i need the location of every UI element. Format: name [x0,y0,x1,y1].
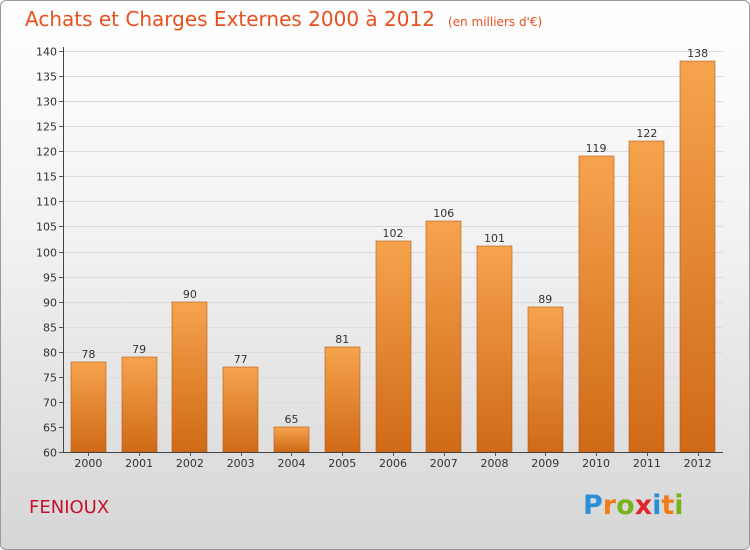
value-label-2012: 138 [687,47,708,60]
commune-name: FENIOUX [29,497,110,518]
value-label-2006: 102 [383,227,404,240]
y-tick-label: 115 [36,171,57,184]
x-tick-label-2003: 2003 [227,457,255,470]
value-label-2010: 119 [586,142,607,155]
bar-2002 [171,301,208,453]
bar-2004 [273,426,310,453]
logo-letter: i [652,490,662,521]
bar-2011 [628,140,665,453]
y-tick-label: 105 [36,221,57,234]
value-label-2011: 122 [636,127,657,140]
value-label-2001: 79 [132,343,146,356]
value-label-2009: 89 [538,293,552,306]
y-tick-label: 130 [36,96,57,109]
y-tick-label: 140 [36,46,57,59]
logo-letter: P [583,490,603,521]
value-label-2002: 90 [183,288,197,301]
bar-2009 [527,306,564,453]
y-tick-label: 120 [36,146,57,159]
x-tick-label-2001: 2001 [125,457,153,470]
y-tick-label: 70 [43,397,57,410]
chart-title-block: Achats et Charges Externes 2000 à 2012 (… [25,7,542,31]
value-label-2005: 81 [335,333,349,346]
y-tick-label: 60 [43,447,57,460]
y-tick-label: 80 [43,347,57,360]
value-label-2000: 78 [81,348,95,361]
value-label-2007: 106 [433,207,454,220]
bar-2007 [425,220,462,453]
y-tick-label: 100 [36,247,57,260]
y-tick-label: 125 [36,121,57,134]
value-label-2003: 77 [234,353,248,366]
y-tick-label: 65 [43,422,57,435]
bar-2008 [476,245,513,453]
x-tick-label-2010: 2010 [582,457,610,470]
x-tick-label-2000: 2000 [74,457,102,470]
bar-2005 [324,346,361,453]
bar-2010 [578,155,615,453]
bar-2001 [121,356,158,453]
x-tick-label-2009: 2009 [531,457,559,470]
x-tick-label-2004: 2004 [277,457,305,470]
logo-letter: t [661,490,675,521]
bar-2006 [375,240,412,453]
y-tick-label: 90 [43,297,57,310]
y-tick-label: 95 [43,272,57,285]
logo-letter: o [616,490,635,521]
x-tick-label-2008: 2008 [481,457,509,470]
proxiti-logo: Proxiti [583,490,684,521]
bar-2000 [70,361,107,453]
value-label-2004: 65 [284,413,298,426]
chart-unit: (en milliers d'€) [448,15,543,29]
y-tick-label: 135 [36,71,57,84]
x-tick-label-2011: 2011 [633,457,661,470]
value-label-2008: 101 [484,232,505,245]
x-tick-label-2002: 2002 [176,457,204,470]
logo-letter: i [674,490,684,521]
x-tick-label-2007: 2007 [430,457,458,470]
x-tick-label-2012: 2012 [684,457,712,470]
x-tick-label-2005: 2005 [328,457,356,470]
logo-letter: r [602,490,617,521]
y-tick-label: 75 [43,372,57,385]
x-tick-label-2006: 2006 [379,457,407,470]
bar-2003 [222,366,259,453]
logo-letter: x [634,490,653,521]
y-tick-label: 85 [43,322,57,335]
bar-2012 [679,60,716,453]
chart-title: Achats et Charges Externes 2000 à 2012 [25,7,435,31]
y-tick-label: 110 [36,196,57,209]
